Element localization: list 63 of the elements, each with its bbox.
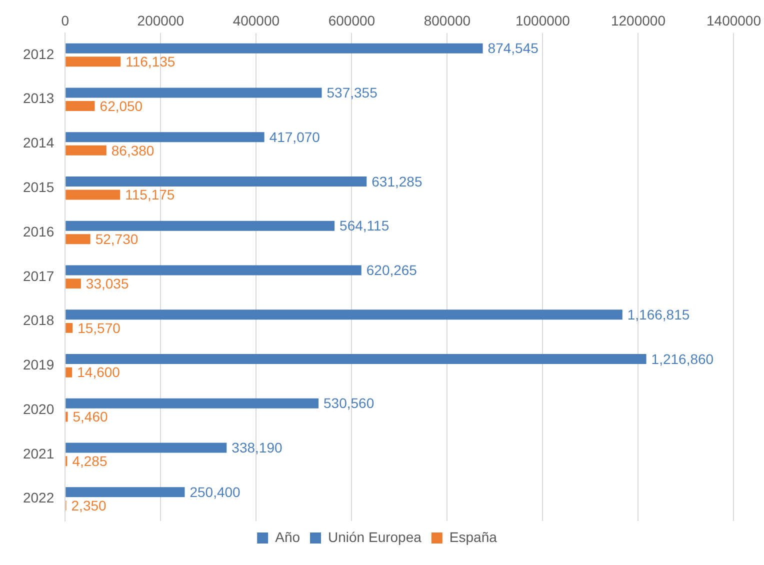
bar (66, 367, 72, 378)
x-tick-label: 400000 (232, 12, 280, 28)
bar (66, 132, 264, 142)
bar (66, 265, 362, 276)
bar (66, 398, 319, 408)
x-tick-label: 600000 (328, 12, 376, 28)
legend-label: Unión Europea (328, 528, 422, 545)
data-label: 564,115 (340, 218, 390, 234)
bar (66, 190, 120, 200)
data-label: 874,545 (488, 40, 539, 56)
bar (66, 442, 227, 453)
x-tick-label: 1200000 (610, 12, 666, 28)
y-tick-label: 2022 (22, 490, 54, 506)
data-label: 250,400 (190, 484, 241, 500)
y-tick-label: 2012 (22, 46, 54, 62)
bar (66, 310, 622, 320)
x-tick-label: 200000 (137, 12, 184, 28)
y-tick-label: 2013 (22, 90, 54, 106)
bar (66, 56, 121, 67)
data-label: 417,070 (269, 128, 320, 145)
x-tick-label: 1000000 (515, 12, 570, 28)
bar (66, 101, 95, 112)
bar (66, 322, 73, 333)
y-tick-label: 2020 (22, 400, 54, 417)
y-tick-label: 2015 (22, 178, 54, 195)
legend-label: España (449, 528, 498, 545)
bar (66, 487, 185, 498)
data-label: 2,350 (71, 497, 107, 514)
data-label: 86,380 (111, 142, 154, 158)
bar (66, 354, 646, 364)
bar (66, 145, 106, 156)
bar (66, 176, 367, 186)
data-label: 1,216,860 (651, 350, 714, 367)
y-tick-label: 2017 (22, 268, 54, 284)
data-label: 15,570 (78, 320, 121, 336)
y-tick-label: 2016 (22, 223, 54, 240)
data-label: 5,460 (72, 408, 108, 425)
data-label: 530,560 (324, 395, 374, 412)
data-label: 537,355 (326, 84, 378, 101)
bar (66, 43, 483, 54)
data-label: 52,730 (95, 231, 138, 248)
data-label: 14,600 (77, 364, 120, 380)
data-label: 116,135 (126, 54, 176, 70)
bar (66, 234, 90, 244)
y-tick-label: 2018 (22, 312, 54, 328)
x-tick-label: 0 (61, 12, 70, 28)
data-label: 631,285 (372, 173, 422, 190)
x-tick-label: 1400000 (706, 12, 762, 28)
bar (66, 220, 335, 231)
y-tick-label: 2014 (22, 134, 54, 151)
bar (66, 278, 81, 289)
data-label: 33,035 (86, 275, 129, 292)
data-label: 620,265 (366, 262, 418, 278)
data-label: 338,190 (232, 440, 282, 456)
data-label: 62,050 (100, 98, 143, 114)
data-label: 1,166,815 (627, 306, 690, 322)
data-label: 4,285 (72, 452, 108, 469)
legend-label: Año (275, 528, 300, 545)
y-tick-label: 2021 (22, 445, 54, 462)
x-tick-label: 800000 (424, 12, 471, 28)
y-tick-label: 2019 (22, 356, 54, 373)
data-label: 115,175 (125, 186, 175, 203)
bar (66, 88, 322, 98)
